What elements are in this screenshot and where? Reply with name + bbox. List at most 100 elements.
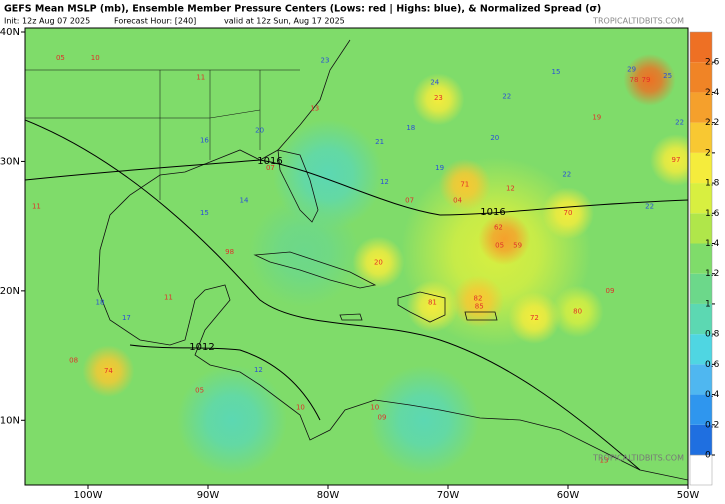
colorbar-tick-label: 0.4 [705, 390, 720, 400]
low-center: 09 [378, 414, 387, 422]
low-center: 07 [405, 196, 414, 204]
colorbar-tick-label: 1.4 [705, 239, 720, 249]
hispaniola [397, 291, 446, 323]
high-center: 19 [435, 164, 444, 172]
valid-time: valid at 12z Sun, Aug 17 2025 [224, 17, 345, 26]
high-center: 22 [645, 203, 654, 211]
low-center: 80 [573, 308, 582, 316]
low-center: 10 [91, 54, 100, 62]
colorbar-swatch [690, 334, 712, 365]
low-center: 59 [513, 242, 522, 250]
spread-area [352, 236, 405, 289]
x-tick-label: 90W [197, 490, 220, 500]
colorbar-swatch [690, 62, 712, 93]
low-center: 08 [69, 357, 78, 365]
x-tick-label: 80W [317, 490, 340, 500]
colorbar-tick-label: 2 [705, 148, 711, 158]
low-center: 19 [592, 113, 601, 121]
credit: TROPICALTIDBITS.COM [592, 17, 684, 26]
isobar-line [25, 159, 688, 216]
forecast-hour: Forecast Hour: [240] [114, 17, 196, 26]
high-center: 22 [502, 93, 511, 101]
high-center: 24 [430, 78, 439, 86]
spread-area [508, 292, 561, 345]
colorbar-tick-label: 1.6 [705, 209, 720, 219]
low-center: 98 [225, 248, 234, 256]
borders [25, 69, 300, 200]
high-center: 23 [321, 56, 330, 64]
isobar-label: 1012 [189, 342, 214, 353]
low-center: 81 [428, 299, 437, 307]
map-frame [24, 27, 689, 486]
colorbar-swatch [690, 243, 712, 274]
y-tick-label: 30N [0, 156, 20, 167]
colorbar-swatch [690, 424, 712, 455]
low-center: 20 [374, 258, 383, 266]
x-tick-label: 100W [74, 490, 103, 500]
isobar-line [25, 119, 641, 471]
high-center: 12 [254, 366, 263, 374]
high-center: 15 [200, 209, 209, 217]
title: GEFS Mean MSLP (mb), Ensemble Member Pre… [4, 4, 601, 15]
colorbar-tick-label: 1.8 [705, 179, 720, 189]
y-tick-label: 10N [0, 415, 20, 426]
spread-area [412, 73, 465, 126]
colorbar-tick-label: 0 [705, 451, 711, 461]
spread-area [177, 365, 287, 476]
colorbar-swatch [690, 32, 712, 63]
spread-area [623, 53, 676, 106]
high-center: 12 [380, 178, 389, 186]
cuba [253, 251, 377, 289]
high-center: 17 [122, 314, 131, 322]
isobar-line [129, 344, 321, 421]
plot-area: 1016 1016 1012 05 10111323710412706259052… [25, 28, 688, 485]
jamaica [339, 313, 363, 321]
colorbar-swatch [690, 183, 712, 214]
puerto-rico [464, 311, 498, 321]
spread-area [438, 158, 491, 211]
low-center: 05 [56, 54, 65, 62]
low-center: 13 [600, 456, 609, 464]
colorbar-tick-label: 2.2 [705, 118, 719, 128]
mainland-coast [97, 39, 688, 481]
coastlines [25, 39, 688, 481]
low-center: 71 [460, 181, 469, 189]
colorbar-swatch [690, 273, 712, 304]
colorbar-swatch [690, 152, 712, 184]
colorbar-swatch [690, 303, 712, 335]
high-center: 22 [675, 119, 684, 127]
spread-area [650, 134, 688, 187]
high-center: 20 [255, 126, 264, 134]
low-center: 79 [642, 76, 651, 84]
isobar-label: 1016 [257, 156, 282, 167]
low-center: 72 [530, 314, 539, 322]
high-center: 21 [375, 138, 384, 146]
isobars [25, 119, 688, 471]
high-center: 18 [406, 124, 415, 132]
low-center: 62 [494, 223, 503, 231]
high-center: 16 [200, 137, 209, 145]
spread-area [82, 345, 135, 398]
y-tick-label: 20N [0, 286, 20, 297]
low-center: 82 [474, 295, 483, 303]
low-center: 07 [266, 164, 275, 172]
colorbar-tick-label: 0.8 [705, 330, 720, 340]
low-center: 04 [453, 196, 462, 204]
colorbar-tick-label: 1.2 [705, 269, 719, 279]
x-tick-label: 70W [437, 490, 460, 500]
spread-area [249, 197, 359, 308]
credit: TROPICALTIDBITS.COM [592, 454, 684, 463]
low-center: 09 [606, 287, 615, 295]
low-center: 05 [195, 387, 204, 395]
low-center: 13 [310, 104, 319, 112]
init: Init: 12z Aug 07 2025 [4, 17, 90, 26]
spread-area [478, 213, 531, 266]
spread-field [82, 53, 688, 476]
colorbar-swatch [690, 92, 712, 123]
low-center: 12 [506, 185, 515, 193]
low-center: 11 [32, 203, 41, 211]
colorbar-swatch [690, 122, 712, 153]
x-tick-label: 50W [677, 490, 700, 500]
